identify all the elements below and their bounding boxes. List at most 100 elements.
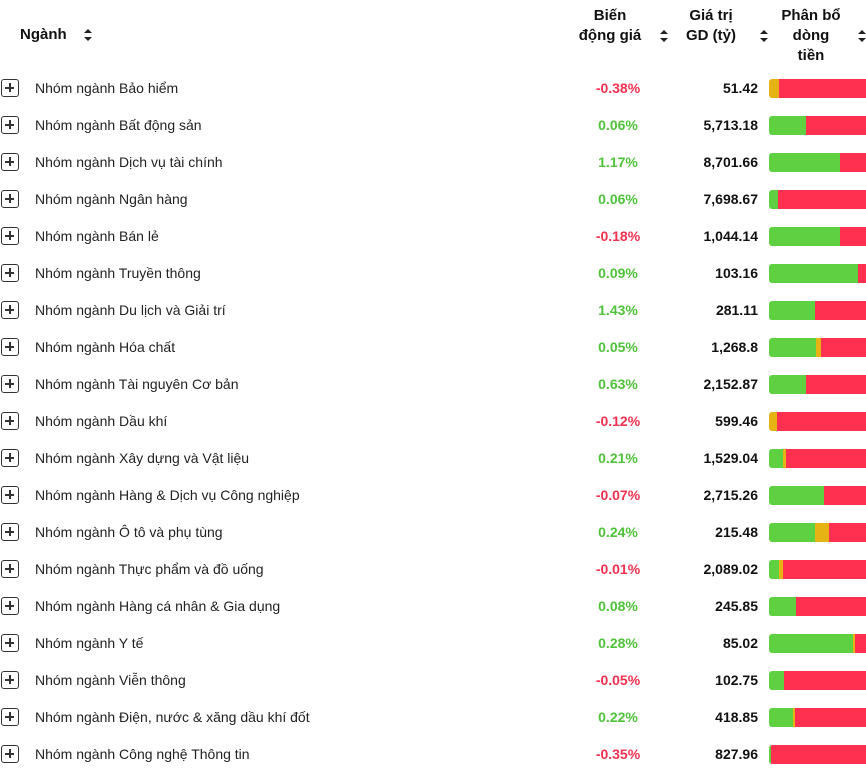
table-row: Nhóm ngành Bảo hiểm -0.38% 51.42 xyxy=(0,70,866,107)
money-flow-bar xyxy=(769,338,866,357)
sort-price-change-icon[interactable] xyxy=(660,30,668,42)
table-row: Nhóm ngành Bán lẻ -0.18% 1,044.14 xyxy=(0,218,866,255)
expand-plus-icon[interactable] xyxy=(1,375,19,393)
trade-value: 245.85 xyxy=(715,598,758,614)
sector-name: Nhóm ngành Điện, nước & xăng dầu khí đốt xyxy=(35,709,310,725)
sector-name: Nhóm ngành Tài nguyên Cơ bản xyxy=(35,376,239,392)
expand-plus-icon[interactable] xyxy=(1,412,19,430)
sector-name: Nhóm ngành Dịch vụ tài chính xyxy=(35,154,223,170)
sector-column-header[interactable]: Ngành xyxy=(20,25,67,45)
money-flow-buy-segment xyxy=(769,634,854,653)
expand-plus-icon[interactable] xyxy=(1,338,19,356)
expand-plus-icon[interactable] xyxy=(1,634,19,652)
money-flow-bar xyxy=(769,523,866,542)
price-change-value: 0.63% xyxy=(598,376,638,392)
trade-value: 8,701.66 xyxy=(703,154,759,170)
sort-money-flow-icon[interactable] xyxy=(858,30,866,42)
table-row: Nhóm ngành Y tế 0.28% 85.02 xyxy=(0,625,866,662)
sector-name: Nhóm ngành Viễn thông xyxy=(35,672,186,688)
money-flow-bar xyxy=(769,153,866,172)
money-flow-header-line3: tiền xyxy=(797,47,825,64)
price-change-value: 0.21% xyxy=(598,450,638,466)
money-flow-sell-segment xyxy=(821,338,866,357)
sector-name: Nhóm ngành Hàng & Dịch vụ Công nghiệp xyxy=(35,487,300,503)
price-change-header-line2: động giá xyxy=(578,27,642,44)
sector-name: Nhóm ngành Dầu khí xyxy=(35,413,168,429)
expand-plus-icon[interactable] xyxy=(1,486,19,504)
price-change-value: 0.24% xyxy=(598,524,638,540)
money-flow-neutral-segment xyxy=(815,338,822,357)
money-flow-bar xyxy=(769,486,866,505)
sort-sector-icon[interactable] xyxy=(84,29,92,41)
price-change-value: -0.01% xyxy=(595,561,641,577)
money-flow-bar xyxy=(769,745,866,764)
money-flow-buy-segment xyxy=(769,597,797,616)
money-flow-bar xyxy=(769,375,866,394)
table-row: Nhóm ngành Xây dựng và Vật liệu 0.21% 1,… xyxy=(0,440,866,477)
price-change-value: -0.05% xyxy=(595,672,641,688)
money-flow-buy-segment xyxy=(769,523,815,542)
expand-plus-icon[interactable] xyxy=(1,79,19,97)
sector-name: Nhóm ngành Hóa chất xyxy=(35,339,176,355)
money-flow-buy-segment xyxy=(769,227,840,246)
money-flow-buy-segment xyxy=(769,375,806,394)
table-row: Nhóm ngành Hàng & Dịch vụ Công nghiệp -0… xyxy=(0,477,866,514)
table-row: Nhóm ngành Công nghệ Thông tin -0.35% 82… xyxy=(0,736,866,770)
money-flow-column-header[interactable]: Phân bổ dòng tiền xyxy=(768,6,854,66)
money-flow-sell-segment xyxy=(770,745,866,764)
money-flow-sell-segment xyxy=(782,560,866,579)
expand-plus-icon[interactable] xyxy=(1,301,19,319)
table-row: Nhóm ngành Tài nguyên Cơ bản 0.63% 2,152… xyxy=(0,366,866,403)
expand-plus-icon[interactable] xyxy=(1,708,19,726)
money-flow-buy-segment xyxy=(769,153,840,172)
money-flow-header-line1: Phân bổ xyxy=(781,7,841,24)
expand-plus-icon[interactable] xyxy=(1,449,19,467)
expand-plus-icon[interactable] xyxy=(1,523,19,541)
trade-value: 1,268.8 xyxy=(711,339,758,355)
money-flow-sell-segment xyxy=(824,486,866,505)
money-flow-sell-segment xyxy=(855,634,866,653)
price-change-value: 0.22% xyxy=(598,709,638,725)
table-row: Nhóm ngành Dịch vụ tài chính 1.17% 8,701… xyxy=(0,144,866,181)
sector-name: Nhóm ngành Y tế xyxy=(35,635,144,651)
money-flow-bar xyxy=(769,116,866,135)
money-flow-buy-segment xyxy=(769,190,778,209)
money-flow-sell-segment xyxy=(778,79,866,98)
sector-name: Nhóm ngành Bảo hiểm xyxy=(35,80,179,96)
money-flow-sell-segment xyxy=(796,597,866,616)
money-flow-bar xyxy=(769,671,866,690)
table-header: Ngành Biến động giá Giá trị GD (tỷ) Phân… xyxy=(0,0,866,70)
sector-name: Nhóm ngành Công nghệ Thông tin xyxy=(35,746,250,762)
price-change-value: -0.38% xyxy=(595,80,641,96)
trade-value-column-header[interactable]: Giá trị GD (tỷ) xyxy=(674,6,748,46)
money-flow-bar xyxy=(769,597,866,616)
expand-plus-icon[interactable] xyxy=(1,264,19,282)
sector-header-label: Ngành xyxy=(20,26,67,43)
sort-trade-value-icon[interactable] xyxy=(760,30,768,42)
expand-plus-icon[interactable] xyxy=(1,190,19,208)
money-flow-sell-segment xyxy=(814,301,866,320)
expand-plus-icon[interactable] xyxy=(1,597,19,615)
money-flow-bar xyxy=(769,634,866,653)
trade-value: 103.16 xyxy=(715,265,758,281)
money-flow-sell-segment xyxy=(858,264,866,283)
money-flow-header-line2: dòng xyxy=(792,27,830,44)
expand-plus-icon[interactable] xyxy=(1,227,19,245)
money-flow-neutral-segment xyxy=(853,634,856,653)
price-change-column-header[interactable]: Biến động giá xyxy=(570,6,650,46)
trade-value: 599.46 xyxy=(715,413,758,429)
expand-plus-icon[interactable] xyxy=(1,560,19,578)
table-row: Nhóm ngành Truyền thông 0.09% 103.16 xyxy=(0,255,866,292)
table-row: Nhóm ngành Hóa chất 0.05% 1,268.8 xyxy=(0,329,866,366)
money-flow-sell-segment xyxy=(795,708,866,727)
table-row: Nhóm ngành Ngân hàng 0.06% 7,698.67 xyxy=(0,181,866,218)
price-change-value: 0.06% xyxy=(598,117,638,133)
expand-plus-icon[interactable] xyxy=(1,671,19,689)
expand-plus-icon[interactable] xyxy=(1,745,19,763)
money-flow-neutral-segment xyxy=(782,449,787,468)
expand-plus-icon[interactable] xyxy=(1,153,19,171)
trade-value: 51.42 xyxy=(722,80,758,96)
trade-value: 2,152.87 xyxy=(703,376,759,392)
expand-plus-icon[interactable] xyxy=(1,116,19,134)
sector-name: Nhóm ngành Xây dựng và Vật liệu xyxy=(35,450,250,466)
